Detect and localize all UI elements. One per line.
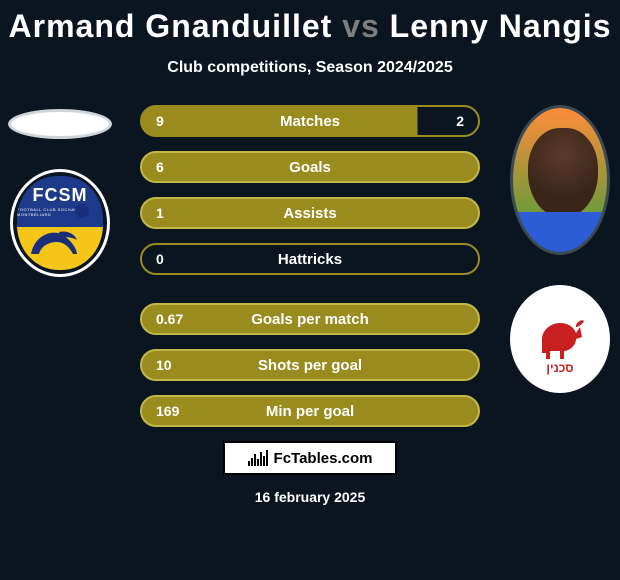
title-player1: Armand Gnanduillet: [9, 8, 333, 44]
subtitle: Club competitions, Season 2024/2025: [0, 59, 620, 77]
stat-row: 0.67 Goals per match: [140, 303, 480, 335]
stat-row: 9 Matches 2: [140, 105, 480, 137]
club1-bottom: [17, 227, 103, 270]
club2-name: סכנין: [510, 361, 610, 375]
stat-row: 169 Min per goal: [140, 395, 480, 427]
stat-left-value: 9: [156, 113, 164, 129]
player2-photo: [510, 105, 610, 255]
player2-club-logo: סכנין: [510, 285, 610, 393]
page-title: Armand Gnanduillet vs Lenny Nangis: [0, 0, 620, 45]
left-column: FCSM FOOTBALL CLUB SOCHAUX-MONTBÉLIARD: [0, 105, 120, 277]
stat-right-value: 2: [456, 113, 464, 129]
footer-date: 16 february 2025: [0, 489, 620, 505]
stat-label: Min per goal: [266, 403, 354, 420]
stat-label: Matches: [280, 113, 340, 130]
stat-left-value: 1: [156, 205, 164, 221]
club1-fullname: FOOTBALL CLUB SOCHAUX-MONTBÉLIARD: [17, 207, 103, 217]
stat-row: 1 Assists: [140, 197, 480, 229]
stat-left-value: 0: [156, 251, 164, 267]
stat-row: 6 Goals: [140, 151, 480, 183]
bars-icon: [248, 450, 268, 466]
stat-left-value: 169: [156, 403, 179, 419]
stat-left-value: 6: [156, 159, 164, 175]
stat-left-value: 10: [156, 357, 172, 373]
stat-label: Goals per match: [251, 311, 369, 328]
lion-icon: [27, 224, 83, 262]
stats-block: 9 Matches 2 6 Goals 1 Assists 0 Hattricks 0.67 Go…: [140, 105, 480, 427]
content: FCSM FOOTBALL CLUB SOCHAUX-MONTBÉLIARD: [0, 105, 620, 427]
title-vs: vs: [342, 8, 380, 44]
footer-badge: FcTables.com: [223, 441, 397, 475]
footer-site: FcTables.com: [274, 450, 373, 467]
goat-icon: [530, 309, 590, 369]
stat-row: 10 Shots per goal: [140, 349, 480, 381]
stat-left-value: 0.67: [156, 311, 183, 327]
player1-photo: [8, 109, 112, 139]
club1-top: FCSM FOOTBALL CLUB SOCHAUX-MONTBÉLIARD: [17, 176, 103, 227]
stat-label: Shots per goal: [258, 357, 362, 374]
stat-label: Assists: [283, 205, 336, 222]
title-player2: Lenny Nangis: [390, 8, 612, 44]
right-column: סכנין: [500, 105, 620, 393]
club1-acronym: FCSM: [33, 185, 88, 206]
stat-label: Goals: [289, 159, 331, 176]
stat-label: Hattricks: [278, 251, 342, 268]
stat-row: 0 Hattricks: [140, 243, 480, 275]
player1-club-logo: FCSM FOOTBALL CLUB SOCHAUX-MONTBÉLIARD: [10, 169, 110, 277]
